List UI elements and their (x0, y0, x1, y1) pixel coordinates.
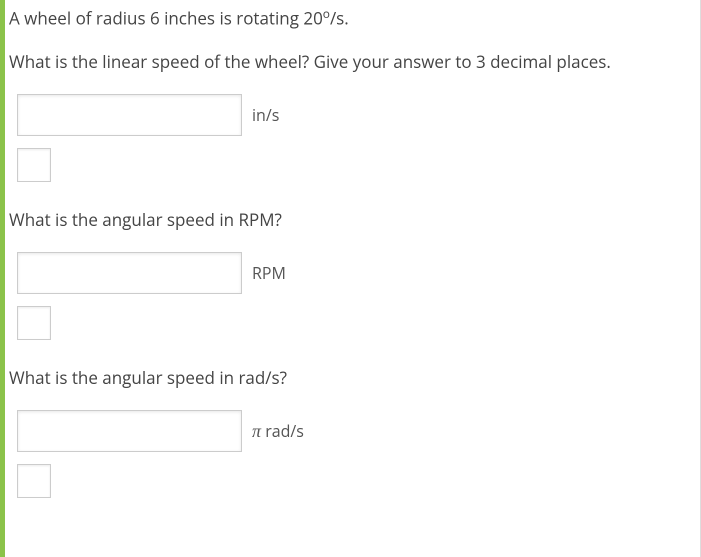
part-prompt: What is the angular speed in RPM? (9, 204, 688, 244)
unit-label: in/s (252, 104, 279, 126)
rads-input[interactable] (17, 410, 242, 452)
answer-row: π rad/s (9, 402, 688, 456)
pi-symbol: π (252, 421, 261, 441)
intro-post: /s. (330, 7, 349, 30)
unit-text: rad/s (261, 420, 304, 442)
question-intro: A wheel of radius 6 inches is rotating 2… (9, 0, 688, 34)
feedback-box[interactable] (17, 306, 51, 340)
unit-label: π rad/s (252, 420, 304, 442)
question-card: A wheel of radius 6 inches is rotating 2… (0, 0, 701, 557)
feedback-box[interactable] (17, 148, 51, 182)
degree-symbol: o (323, 6, 330, 22)
part-prompt: What is the linear speed of the wheel? G… (9, 34, 688, 86)
intro-pre: A wheel of radius 6 inches is rotating 2… (9, 7, 323, 30)
linear-speed-input[interactable] (17, 94, 242, 136)
answer-row: RPM (9, 244, 688, 298)
question-content: A wheel of radius 6 inches is rotating 2… (5, 0, 700, 498)
unit-label: RPM (252, 262, 286, 284)
rpm-input[interactable] (17, 252, 242, 294)
answer-row: in/s (9, 86, 688, 140)
feedback-box[interactable] (17, 464, 51, 498)
part-prompt: What is the angular speed in rad/s? (9, 362, 688, 402)
